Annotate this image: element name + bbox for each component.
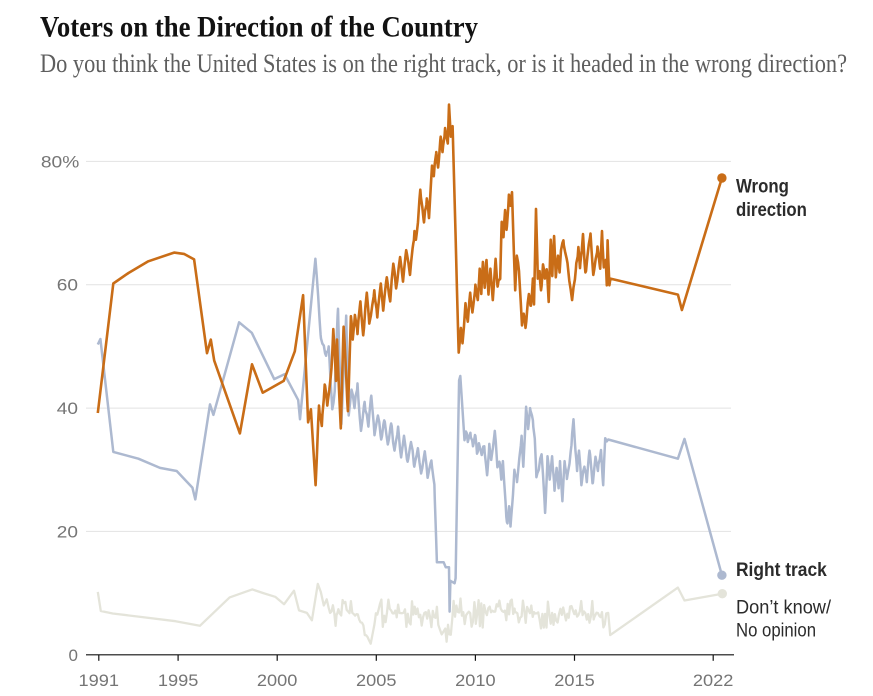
svg-text:2010: 2010 (455, 671, 496, 690)
svg-text:Wrong: Wrong (736, 176, 789, 198)
svg-text:2015: 2015 (554, 671, 595, 690)
svg-text:2022: 2022 (693, 671, 734, 690)
svg-text:1991: 1991 (79, 671, 120, 690)
svg-text:direction: direction (736, 199, 807, 221)
svg-text:1995: 1995 (158, 671, 199, 690)
svg-text:Do you think the United States: Do you think the United States is on the… (40, 49, 847, 78)
svg-text:2000: 2000 (257, 671, 298, 690)
svg-text:2005: 2005 (356, 671, 397, 690)
svg-text:80%: 80% (41, 152, 79, 171)
svg-text:20: 20 (57, 522, 78, 541)
svg-text:Right track: Right track (736, 559, 827, 581)
svg-text:No opinion: No opinion (736, 619, 816, 641)
svg-text:Don’t know/: Don’t know/ (736, 597, 832, 619)
svg-text:0: 0 (69, 646, 78, 665)
svg-text:60: 60 (57, 276, 78, 295)
svg-text:Voters on the Direction of the: Voters on the Direction of the Country (40, 12, 478, 44)
svg-text:40: 40 (57, 399, 78, 418)
